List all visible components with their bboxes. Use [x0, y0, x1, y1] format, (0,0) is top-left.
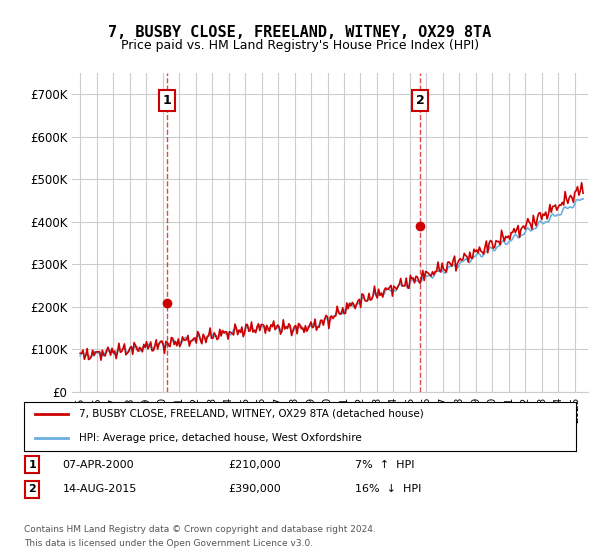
- Text: 1: 1: [163, 94, 172, 107]
- Text: 7%  ↑  HPI: 7% ↑ HPI: [355, 460, 415, 470]
- Text: Price paid vs. HM Land Registry's House Price Index (HPI): Price paid vs. HM Land Registry's House …: [121, 39, 479, 52]
- Text: £210,000: £210,000: [228, 460, 281, 470]
- Text: 16%  ↓  HPI: 16% ↓ HPI: [355, 484, 422, 494]
- Text: 7, BUSBY CLOSE, FREELAND, WITNEY, OX29 8TA: 7, BUSBY CLOSE, FREELAND, WITNEY, OX29 8…: [109, 25, 491, 40]
- Text: Contains HM Land Registry data © Crown copyright and database right 2024.: Contains HM Land Registry data © Crown c…: [24, 525, 376, 534]
- Text: 07-APR-2000: 07-APR-2000: [62, 460, 134, 470]
- Text: HPI: Average price, detached house, West Oxfordshire: HPI: Average price, detached house, West…: [79, 433, 362, 444]
- Text: This data is licensed under the Open Government Licence v3.0.: This data is licensed under the Open Gov…: [24, 539, 313, 548]
- Text: £390,000: £390,000: [228, 484, 281, 494]
- Text: 2: 2: [28, 484, 36, 494]
- Text: 7, BUSBY CLOSE, FREELAND, WITNEY, OX29 8TA (detached house): 7, BUSBY CLOSE, FREELAND, WITNEY, OX29 8…: [79, 409, 424, 419]
- Text: 14-AUG-2015: 14-AUG-2015: [62, 484, 137, 494]
- Text: 2: 2: [416, 94, 425, 107]
- Text: 1: 1: [28, 460, 36, 470]
